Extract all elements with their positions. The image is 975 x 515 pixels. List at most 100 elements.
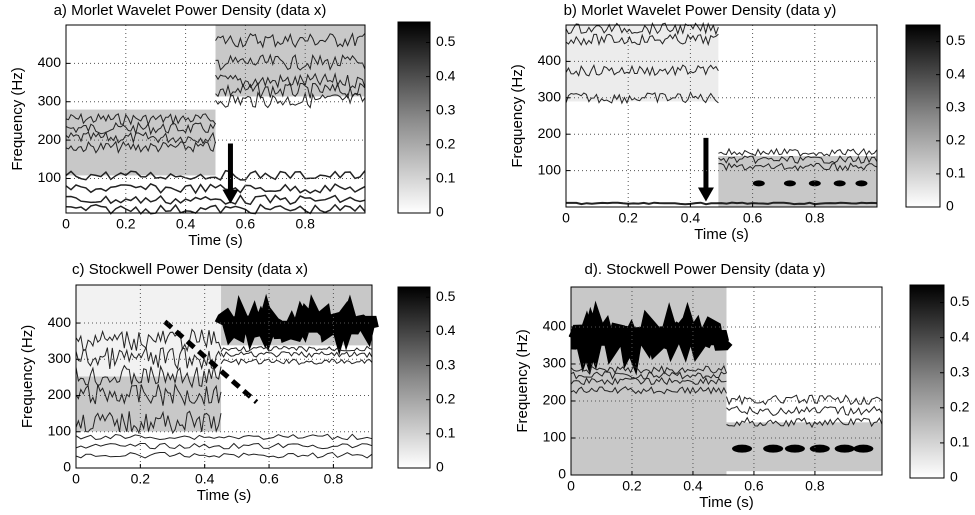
- colorbar-tick-label: 0.5: [946, 32, 966, 48]
- y-tick-label: 400: [38, 54, 62, 70]
- colorbar: [397, 21, 431, 214]
- y-tick-label: 400: [538, 52, 562, 68]
- y-tick-label: 100: [48, 422, 72, 438]
- y-tick-label: 300: [543, 355, 567, 371]
- colorbar-tick-label: 0.4: [436, 67, 456, 83]
- contour-blob: [752, 180, 765, 187]
- x-tick-label: 0.6: [236, 216, 256, 232]
- contour-blob: [833, 180, 846, 187]
- x-tick-label: 0.4: [681, 210, 701, 226]
- contour-line: [65, 203, 366, 215]
- axes-frame: [75, 284, 373, 469]
- contour-line: [568, 300, 733, 376]
- contour-blob: [808, 180, 821, 187]
- contour-line: [75, 433, 373, 441]
- contour-blob: [732, 444, 753, 453]
- contour-line: [220, 351, 373, 359]
- y-tick-label: 200: [538, 125, 562, 141]
- x-tick-label: 0: [567, 478, 575, 494]
- x-tick-label: 0.4: [176, 216, 196, 232]
- contour-line: [75, 382, 222, 407]
- y-axis-label: Frequency (Hz): [19, 325, 36, 428]
- x-tick-label: 0.4: [683, 478, 703, 494]
- colorbar: [905, 24, 941, 208]
- colorbar-tick-label: 0.2: [946, 132, 966, 148]
- contour-line: [215, 32, 366, 49]
- x-tick-label: 0.8: [805, 210, 825, 226]
- panel: 0 0.2 0.4 0.6 0.8 100 200 300 400 a) Morlet Wavel…: [9, 2, 456, 249]
- colorbar-tick-label: 0.3: [436, 356, 456, 372]
- x-tick-label: 0: [562, 210, 570, 226]
- colorbar-tick-label: 0.2: [436, 135, 456, 151]
- x-tick-label: 0.8: [324, 471, 344, 487]
- arrow-head: [697, 187, 714, 202]
- dashed-trend: [163, 319, 259, 404]
- x-tick-label: 0.6: [743, 210, 763, 226]
- colorbar-tick-label: 0.3: [436, 101, 456, 117]
- contour-line: [726, 416, 883, 429]
- contour-line: [65, 183, 366, 195]
- colorbar-tick-label: 0.4: [950, 328, 970, 344]
- x-tick-label: 0.8: [805, 478, 825, 494]
- y-tick-label: 0: [63, 459, 71, 475]
- chart-title: d). Stockwell Power Density (data y): [585, 261, 826, 278]
- colorbar-tick-label: 0.4: [436, 322, 456, 338]
- colorbar: [397, 286, 431, 469]
- contour-line: [220, 345, 373, 353]
- arrow-head: [222, 189, 239, 204]
- colorbar-tick-label: 0.2: [950, 399, 970, 415]
- contour-line: [215, 82, 366, 100]
- contour-line: [214, 293, 379, 356]
- contour-line: [75, 328, 222, 353]
- y-axis-label: Frequency (Hz): [9, 67, 26, 170]
- contour-line: [726, 405, 883, 416]
- x-tick-label: 0.2: [622, 478, 642, 494]
- y-tick-label: 300: [538, 89, 562, 105]
- contour-blob: [853, 444, 874, 453]
- axes-frame: [65, 24, 366, 214]
- colorbar-tick-label: 0.1: [436, 170, 456, 186]
- axes-frame: [565, 24, 878, 208]
- contour-line: [215, 53, 366, 71]
- contour-region: [566, 25, 719, 102]
- contour-line: [570, 376, 727, 386]
- panel: 0 0.2 0.4 0.6 0.8 0 100 200 300 400 d). Stockwell …: [514, 261, 970, 511]
- contour-line: [570, 371, 727, 380]
- colorbar-tick-label: 0.1: [946, 165, 966, 181]
- colorbar-tick-label: 0.3: [950, 363, 970, 379]
- contour-region: [76, 376, 222, 432]
- contour-line: [65, 131, 216, 145]
- x-tick-label: 0: [72, 471, 80, 487]
- contour-line: [65, 112, 216, 127]
- colorbar-tick-label: 0: [436, 204, 444, 220]
- colorbar-tick-label: 0.2: [436, 390, 456, 406]
- x-tick-label: 0: [62, 216, 70, 232]
- contour-region: [718, 156, 877, 207]
- contour-blob: [763, 444, 784, 453]
- y-tick-label: 300: [48, 350, 72, 366]
- contour-line: [65, 140, 216, 154]
- x-tick-label: 0.2: [618, 210, 638, 226]
- contour-line: [75, 345, 222, 371]
- y-axis-label: Frequency (Hz): [514, 329, 531, 432]
- axes-frame: [570, 286, 883, 476]
- contour-line: [565, 21, 719, 36]
- x-axis-label: Time (s): [197, 487, 251, 504]
- x-tick-label: 0.6: [744, 478, 764, 494]
- contour-line: [566, 201, 878, 206]
- colorbar-tick-label: 0.5: [436, 288, 456, 304]
- contour-line: [75, 364, 222, 389]
- y-tick-label: 200: [543, 392, 567, 408]
- contour-line: [215, 91, 366, 109]
- chart-title: a) Morlet Wavelet Power Density (data x): [54, 2, 327, 19]
- contour-line: [726, 394, 883, 406]
- x-axis-label: Time (s): [699, 494, 753, 511]
- colorbar-tick-label: 0.1: [436, 425, 456, 441]
- y-axis-label: Frequency (Hz): [509, 64, 526, 167]
- colorbar: [909, 284, 945, 479]
- contour-line: [75, 451, 373, 459]
- y-tick-label: 300: [38, 92, 62, 108]
- y-tick-label: 0: [558, 466, 566, 482]
- contour-line: [570, 364, 727, 375]
- contour-blob: [783, 180, 796, 187]
